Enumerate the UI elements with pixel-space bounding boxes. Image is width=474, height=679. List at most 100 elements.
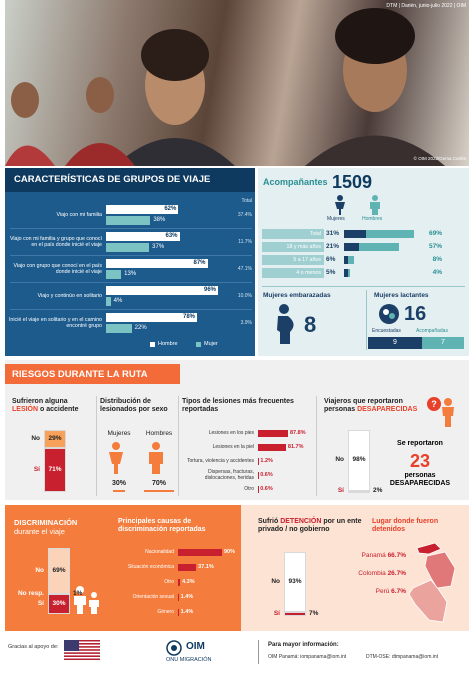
missing-icon: ? (427, 397, 454, 427)
oim-logo (166, 640, 182, 656)
women-value: 21% (326, 243, 340, 250)
legend-label: Hombre (158, 341, 178, 347)
place-name: Colombia (358, 570, 386, 577)
value-label: 1.2% (260, 458, 273, 464)
sex-label: Mujeres (107, 430, 131, 437)
column-segment (284, 552, 306, 612)
row-label: Viajo con grupo que conocí en el país do… (13, 262, 102, 275)
title-part: por un ente privado / no gobierno (258, 518, 362, 534)
value-label: 78% (182, 314, 195, 320)
category-label: Sí (37, 600, 44, 608)
map-region (416, 542, 442, 555)
bar-label: Otro (244, 486, 254, 492)
bar-label: Situación económica (127, 563, 174, 570)
row-separator (10, 228, 252, 229)
person-icons (335, 195, 380, 215)
risks-title: RIESGOS DURANTE LA RUTA (12, 369, 148, 380)
detention-title: Sufrió DETENCIÓN por un ente privado / n… (258, 518, 366, 535)
title-part: Viajeros que reportaron personas (324, 398, 403, 414)
category-label: No (35, 566, 44, 574)
bar-label: Lesiones en la piel (212, 444, 254, 450)
thanks: Gracias al apoyo de: (8, 644, 59, 650)
title-part: LESIÓN (12, 406, 39, 414)
accompanied-label: Acompañadas (416, 328, 448, 334)
men-value: 57% (428, 243, 442, 250)
logo-sub: ONU MIGRACIÓN (166, 657, 212, 663)
bar (178, 608, 179, 616)
value-label: 37% (152, 244, 165, 250)
value-label: 96% (203, 287, 216, 293)
source: DTM | Darién, junio-julio 2022 | OIM (386, 3, 466, 9)
div-line (178, 396, 179, 496)
column-segment (284, 611, 306, 616)
us-flag (64, 640, 100, 660)
bar-label: Género (157, 608, 174, 615)
value-label: 29% (48, 434, 62, 442)
map (408, 542, 456, 623)
column-segment (48, 548, 70, 594)
row-label: Inicié el viaje en solitario y en el cam… (8, 316, 102, 329)
photo-figures (5, 8, 445, 166)
bar (178, 548, 222, 556)
row-label: Viajo con mi familia (56, 211, 102, 218)
pregnant-icon (277, 304, 294, 344)
column-segment (348, 430, 370, 491)
value-label: 4.3% (182, 578, 195, 585)
companions-title: Acompañantes (263, 177, 328, 187)
accompanied-box: 7 (422, 337, 464, 349)
types-title: Tipos de lesiones más frecuentes reporta… (182, 398, 294, 414)
div-line (316, 396, 317, 496)
total-value: 10.0% (237, 293, 252, 299)
causes-title: Principales causas de discriminación rep… (118, 518, 206, 534)
bar (106, 216, 151, 225)
title-part: Sufrieron alguna (12, 398, 68, 405)
column-segment (48, 594, 70, 614)
bar (106, 259, 208, 268)
men-label: Hombres (362, 216, 383, 222)
title-part: Sufrió (258, 518, 279, 525)
bar (106, 324, 132, 333)
photo-credit: © OIM 2022/Gema Cortés (413, 156, 466, 161)
column-segment (44, 430, 66, 448)
footer-divider (258, 640, 259, 664)
column-segment (44, 447, 66, 492)
title-part: DETENCIÓN (280, 518, 322, 525)
value-label: 7% (309, 609, 319, 617)
lactating-icon (379, 304, 399, 324)
value-label: 38% (153, 217, 166, 223)
bar (106, 243, 150, 252)
category-label: No (271, 577, 280, 585)
people-icon (74, 586, 99, 614)
lactating-count: 16 (404, 303, 427, 325)
total-value: 3.9% (240, 320, 252, 326)
category-label: Sí (273, 609, 280, 617)
row-label: Viajo con mi familia y grupo que conocí … (9, 235, 102, 248)
row-label: Total (262, 229, 324, 239)
value-label: 0.6% (260, 486, 273, 492)
value-label: 87.8% (290, 430, 306, 436)
groups-title: CARACTERÍSTICAS DE GRUPOS DE VIAJE (14, 174, 211, 185)
row-separator (10, 255, 252, 256)
value-label: 2% (373, 487, 383, 495)
divider (366, 290, 367, 350)
bar (258, 444, 286, 451)
women-value: 5% (326, 269, 336, 276)
sex-value: 30% (111, 480, 126, 487)
column-segment (348, 490, 370, 493)
women-bar (344, 256, 349, 264)
bar-label: Otro (164, 578, 174, 585)
sex-bar (144, 490, 174, 492)
value-label: 1.4% (180, 608, 194, 615)
total-header: Total (241, 198, 252, 204)
value-label: 69% (52, 566, 66, 574)
place-value: 6.7% (391, 588, 406, 595)
category-label: Sí (33, 465, 40, 473)
bar (178, 563, 197, 571)
bar (106, 205, 179, 214)
value-label: 22% (134, 325, 147, 331)
place-value: 66.7% (387, 552, 406, 559)
row-label: 5 a 17 años (262, 255, 324, 265)
companions-count: 1509 (332, 172, 373, 192)
row-separator (10, 309, 252, 310)
